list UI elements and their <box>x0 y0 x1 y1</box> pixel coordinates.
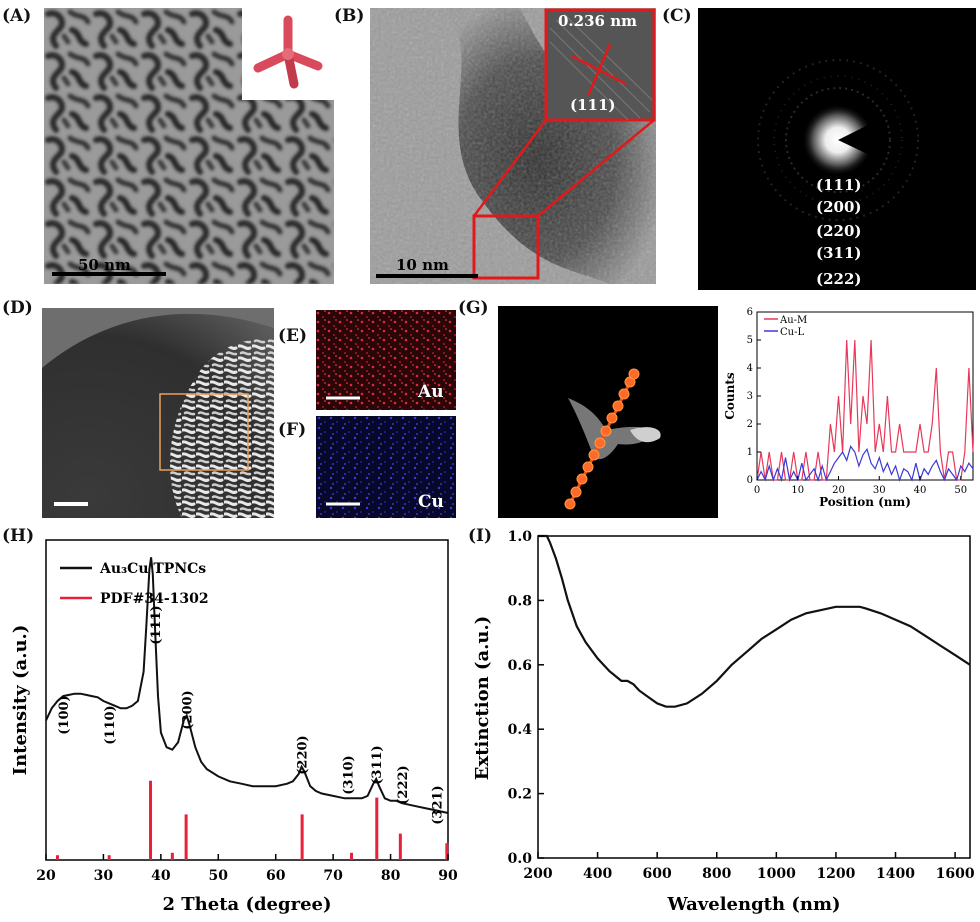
tem-image-a: 50 nm <box>44 8 334 284</box>
scale-label-b: 10 nm <box>396 256 449 274</box>
y-tick-label: 0 <box>747 475 753 486</box>
ring-label-220: (220) <box>816 222 862 240</box>
y-tick-label: 1.0 <box>508 530 533 545</box>
x-tick-label: 400 <box>583 866 612 882</box>
panel-c-label: (C) <box>662 6 692 26</box>
haadf-image-d <box>42 308 274 518</box>
legend-label-au: Au-M <box>779 315 807 326</box>
x-tick-label: 40 <box>914 485 927 496</box>
peak-label: (222) <box>396 765 411 804</box>
lattice-spacing-label: 0.236 nm <box>558 12 637 30</box>
y-tick-label: 0.0 <box>508 851 533 867</box>
y-tick-label: 0.8 <box>508 593 532 609</box>
y-tick-label: 3 <box>747 391 753 402</box>
x-tick-label: 60 <box>266 868 286 884</box>
panel-h-label: (H) <box>2 526 35 546</box>
lattice-plane-label: (111) <box>570 96 616 114</box>
eds-map-au: Au <box>316 310 456 410</box>
x-tick-label: 1000 <box>757 866 796 882</box>
extinction-ylabel: Extinction (a.u.) <box>472 616 493 780</box>
peak-label: (311) <box>370 745 385 784</box>
series-line-cu-l <box>756 445 974 483</box>
x-tick-label: 0 <box>754 485 760 496</box>
panel-f-label: (F) <box>278 420 307 440</box>
peak-label: (111) <box>149 605 164 644</box>
peak-label: (310) <box>342 755 357 794</box>
extinction-chart: 200 400 600 800 1000 1200 1400 1600 0.0 0.2 0.4 0.… <box>472 530 975 915</box>
x-tick-label: 1400 <box>876 866 915 882</box>
tem-texture-a <box>44 8 334 284</box>
extinction-spectrum-line <box>538 534 971 708</box>
panel-a-label: (A) <box>2 6 32 26</box>
y-tick-label: 5 <box>747 335 753 346</box>
ring-label-311: (311) <box>816 244 862 262</box>
panel-d-label: (D) <box>2 298 33 318</box>
element-label-cu: Cu <box>418 492 444 512</box>
x-tick-label: 800 <box>702 866 731 882</box>
scan-line <box>564 368 640 510</box>
extinction-xlabel: Wavelength (nm) <box>666 894 840 915</box>
x-tick-label: 70 <box>323 868 343 884</box>
linescan-image <box>498 306 718 518</box>
ring-label-111: (111) <box>816 176 862 194</box>
y-tick-label: 6 <box>747 307 753 318</box>
x-tick-label: 20 <box>832 485 845 496</box>
panel-b-label: (B) <box>334 6 365 26</box>
x-tick-label: 1200 <box>816 866 855 882</box>
xrd-plot-frame <box>45 539 449 861</box>
peak-label: (321) <box>431 785 446 824</box>
y-tick-label: 4 <box>747 363 753 374</box>
x-tick-label: 20 <box>36 868 56 884</box>
xrd-pattern-line <box>45 557 449 814</box>
ring-label-200: (200) <box>816 198 862 216</box>
hrtem-image-b: 0.236 nm (111) 10 nm <box>370 8 656 284</box>
x-tick-label: 1600 <box>936 866 975 882</box>
linescan-xlabel: Position (nm) <box>819 495 911 509</box>
linescan-chart: 0 10 20 30 40 50 0 1 2 3 4 5 6 Au-M Cu-L Position (… <box>723 307 974 509</box>
y-tick-label: 0.6 <box>508 658 532 674</box>
x-tick-label: 50 <box>954 485 967 496</box>
y-tick-label: 2 <box>747 419 753 430</box>
legend-label-cu: Cu-L <box>780 327 804 338</box>
eds-map-cu: Cu <box>316 416 456 518</box>
panel-g-label: (G) <box>458 298 489 318</box>
saed-image-c: (111) (200) (220) (311) (222) <box>698 8 976 290</box>
xrd-ylabel: Intensity (a.u.) <box>10 625 31 776</box>
peak-label: (220) <box>296 735 311 774</box>
y-tick-label: 0.4 <box>508 722 533 738</box>
xrd-xlabel: 2 Theta (degree) <box>162 894 331 915</box>
linescan-ylabel: Counts <box>723 372 737 420</box>
legend-label-pdf: PDF#34-1302 <box>100 591 209 607</box>
peak-label: (110) <box>103 705 118 744</box>
scale-label-a: 50 nm <box>78 256 131 274</box>
panel-i-label: (I) <box>468 526 493 546</box>
peak-label: (200) <box>181 690 196 729</box>
x-tick-label: 40 <box>151 868 171 884</box>
x-tick-label: 30 <box>873 485 886 496</box>
ring-label-222: (222) <box>816 270 862 288</box>
panel-e-label: (E) <box>278 326 308 346</box>
series-line-au-m <box>756 339 974 481</box>
legend-label-xrd: Au₃Cu TPNCs <box>99 561 206 577</box>
x-tick-label: 80 <box>381 868 401 884</box>
x-tick-label: 90 <box>438 868 458 884</box>
element-label-au: Au <box>418 382 444 402</box>
x-tick-label: 30 <box>94 868 114 884</box>
y-tick-label: 0.2 <box>508 787 532 803</box>
peak-label: (100) <box>57 695 72 734</box>
x-tick-label: 10 <box>791 485 804 496</box>
x-tick-label: 50 <box>209 868 229 884</box>
xrd-chart: (100) (110) (111) (200) (220) (310) (311) (222)… <box>10 539 458 915</box>
extinction-plot-frame <box>537 535 971 859</box>
x-tick-label: 600 <box>643 866 672 882</box>
y-tick-label: 1 <box>747 447 753 458</box>
x-tick-label: 200 <box>523 866 552 882</box>
